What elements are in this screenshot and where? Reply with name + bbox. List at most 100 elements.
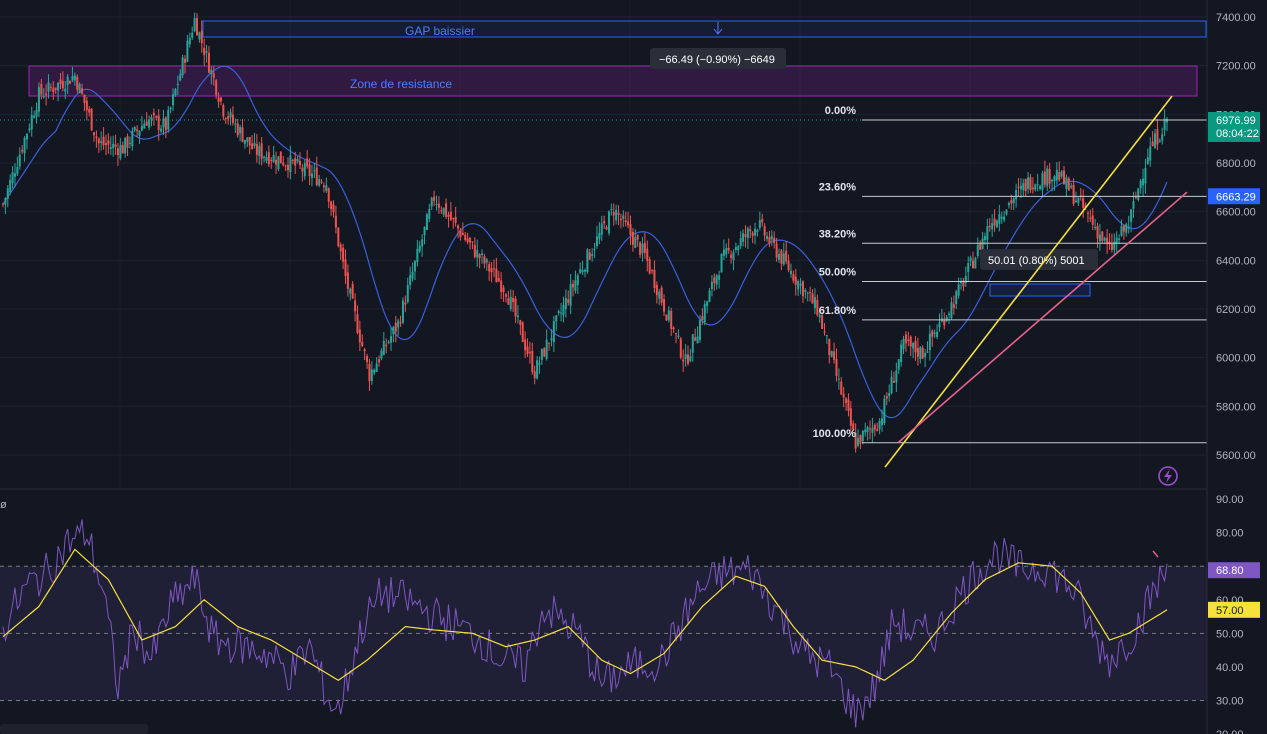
candle-body[interactable] — [1003, 216, 1006, 220]
candle-body[interactable] — [176, 83, 179, 85]
candle-body[interactable] — [842, 393, 845, 398]
candle-body[interactable] — [1067, 178, 1070, 191]
candle-body[interactable] — [926, 351, 929, 353]
candle-body[interactable] — [763, 226, 766, 236]
candle-body[interactable] — [782, 253, 785, 265]
candle-body[interactable] — [1039, 186, 1042, 190]
candle-body[interactable] — [1055, 169, 1058, 181]
candle-body[interactable] — [924, 353, 927, 357]
candle-body[interactable] — [385, 344, 388, 347]
candle-body[interactable] — [677, 335, 680, 337]
candle-body[interactable] — [768, 237, 771, 244]
candle-body[interactable] — [255, 144, 258, 156]
candle-body[interactable] — [380, 350, 383, 359]
candle-body[interactable] — [636, 234, 639, 240]
candle-body[interactable] — [639, 242, 642, 255]
candle-body[interactable] — [572, 283, 575, 288]
candle-body[interactable] — [330, 201, 333, 210]
candle-body[interactable] — [1058, 172, 1061, 180]
candle-body[interactable] — [366, 356, 369, 363]
candle-body[interactable] — [284, 165, 287, 167]
candle-body[interactable] — [346, 272, 349, 289]
candle-body[interactable] — [1072, 184, 1075, 204]
candle-body[interactable] — [413, 261, 416, 272]
candle-body[interactable] — [524, 339, 527, 351]
candle-body[interactable] — [25, 133, 28, 140]
candle-body[interactable] — [651, 270, 654, 272]
candle-body[interactable] — [236, 123, 239, 136]
candle-body[interactable] — [792, 274, 795, 281]
candle-body[interactable] — [2, 203, 4, 205]
candle-body[interactable] — [339, 244, 342, 252]
candle-body[interactable] — [993, 218, 996, 226]
candle-body[interactable] — [797, 280, 800, 290]
candle-body[interactable] — [1048, 169, 1051, 184]
candle-body[interactable] — [37, 87, 40, 112]
candle-body[interactable] — [785, 250, 788, 262]
candle-body[interactable] — [425, 214, 428, 230]
candle-body[interactable] — [928, 333, 931, 351]
candle-body[interactable] — [145, 121, 148, 126]
candle-body[interactable] — [200, 30, 203, 44]
candle-body[interactable] — [670, 311, 673, 330]
candle-body[interactable] — [1098, 234, 1101, 242]
candle-body[interactable] — [488, 264, 491, 272]
candle-body[interactable] — [1060, 171, 1063, 177]
candle-body[interactable] — [734, 247, 737, 250]
candle-body[interactable] — [751, 232, 754, 236]
candle-body[interactable] — [449, 211, 452, 220]
candle-body[interactable] — [71, 76, 74, 81]
candle-body[interactable] — [643, 242, 646, 253]
candle-body[interactable] — [433, 196, 436, 201]
candle-body[interactable] — [291, 160, 294, 162]
candle-body[interactable] — [667, 310, 670, 321]
candle-body[interactable] — [543, 348, 546, 357]
candle-body[interactable] — [1074, 200, 1077, 203]
candle-body[interactable] — [1012, 198, 1015, 204]
candle-body[interactable] — [830, 351, 833, 357]
candle-body[interactable] — [267, 152, 270, 165]
candle-body[interactable] — [567, 299, 570, 303]
candle-body[interactable] — [435, 204, 438, 206]
candle-body[interactable] — [1027, 177, 1030, 189]
candle-body[interactable] — [588, 252, 591, 260]
candle-body[interactable] — [287, 164, 290, 171]
candle-body[interactable] — [227, 116, 230, 120]
candle-body[interactable] — [720, 254, 723, 273]
candle-body[interactable] — [181, 57, 184, 76]
candle-body[interactable] — [143, 123, 146, 129]
candle-body[interactable] — [313, 170, 316, 172]
gap-box[interactable] — [202, 20, 1207, 38]
candle-body[interactable] — [97, 138, 100, 144]
candle-body[interactable] — [742, 233, 745, 242]
candle-body[interactable] — [833, 351, 836, 360]
candle-body[interactable] — [296, 158, 299, 162]
candle-body[interactable] — [780, 250, 783, 264]
candle-body[interactable] — [1017, 186, 1020, 188]
candle-body[interactable] — [390, 336, 392, 343]
candle-body[interactable] — [744, 234, 747, 237]
candle-body[interactable] — [1156, 129, 1159, 145]
candle-body[interactable] — [9, 179, 12, 193]
candle-body[interactable] — [516, 315, 519, 318]
candle-body[interactable] — [548, 342, 551, 344]
candle-body[interactable] — [205, 51, 208, 53]
candle-body[interactable] — [57, 83, 60, 91]
candle-body[interactable] — [1144, 167, 1147, 184]
candle-body[interactable] — [950, 302, 953, 318]
price-axis[interactable]: 5600.00 5800.00 6000.00 6200.00 6400.00 6600.… — [1216, 12, 1256, 462]
candle-body[interactable] — [701, 316, 704, 321]
candle-body[interactable] — [507, 298, 510, 305]
candle-body[interactable] — [1161, 134, 1164, 141]
candle-body[interactable] — [581, 270, 584, 273]
candle-body[interactable] — [222, 104, 225, 117]
candle-body[interactable] — [409, 275, 412, 286]
candle-body[interactable] — [960, 282, 963, 284]
candle-body[interactable] — [404, 302, 407, 305]
candle-body[interactable] — [521, 322, 524, 343]
candle-body[interactable] — [445, 203, 448, 217]
candle-body[interactable] — [148, 119, 151, 128]
candle-body[interactable] — [981, 238, 984, 254]
candle-body[interactable] — [600, 223, 603, 235]
